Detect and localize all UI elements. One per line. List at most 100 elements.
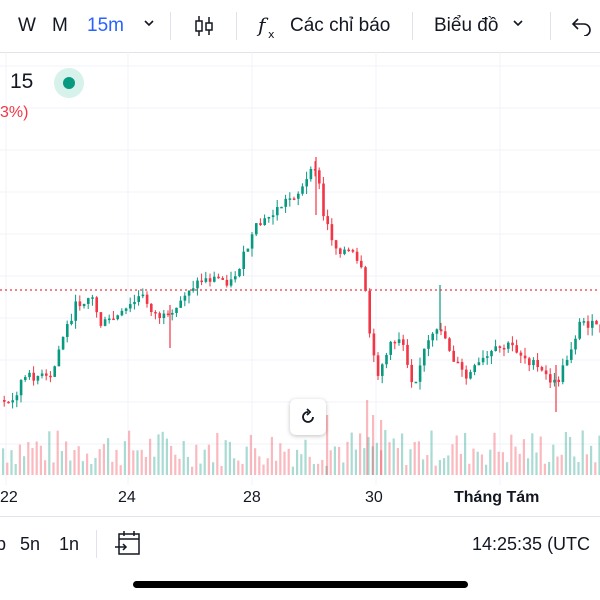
go-to-date-icon[interactable] [114, 531, 142, 557]
toolbar-divider [550, 12, 551, 40]
volume-bar [401, 433, 404, 475]
volume-bar [422, 459, 425, 475]
volume-bar [186, 456, 189, 475]
range-button[interactable]: p [0, 534, 7, 554]
candle-body [389, 341, 392, 355]
candle-body [154, 311, 157, 314]
chart-type-button[interactable]: Biểu đồ [434, 15, 499, 36]
volume-bar [262, 464, 265, 475]
candle-body [553, 379, 556, 383]
candle-body [515, 345, 518, 353]
volume-bar [60, 451, 63, 475]
candle-body [502, 347, 506, 350]
x-tick-label: Tháng Tám [454, 489, 540, 506]
candle-body [66, 324, 69, 337]
candle-body [108, 318, 111, 321]
volume-bar [275, 460, 278, 475]
candlestick-icon[interactable] [192, 14, 216, 38]
svg-text:x: x [268, 28, 275, 41]
candle-body [292, 198, 296, 200]
candle-body [70, 320, 73, 325]
volume-bar [585, 454, 588, 475]
candle-body [112, 318, 115, 321]
candle-body [334, 240, 338, 249]
candle-body [49, 375, 52, 378]
candle-body [431, 333, 434, 341]
candle-body [87, 298, 90, 304]
candle-body [129, 304, 132, 309]
candle-body [326, 216, 329, 225]
volume-bar [501, 452, 504, 475]
function-fx-icon[interactable]: f x [256, 13, 282, 41]
candle-body [288, 198, 292, 200]
candle-body [15, 395, 19, 401]
volume-bar [233, 458, 236, 475]
candle-body [28, 372, 31, 378]
candle-body [435, 329, 439, 334]
candle-body [162, 313, 166, 319]
range-button-5n[interactable]: 5n [20, 534, 41, 554]
candle-body [586, 321, 590, 328]
candle-body [473, 365, 476, 373]
interval-15m-button[interactable]: 15m [87, 15, 124, 36]
candle-body [406, 344, 409, 365]
legend-price: 15 [10, 70, 34, 93]
volume-bar [451, 444, 454, 475]
candle-body [368, 290, 371, 334]
volume-bar [510, 434, 513, 475]
candle-body [234, 276, 237, 280]
candle-body [397, 339, 401, 343]
candle-body [238, 269, 241, 277]
candle-body [187, 290, 191, 296]
volume-bar [564, 432, 567, 475]
volume-bar [98, 449, 101, 475]
volume-bar [573, 456, 576, 475]
interval-month-button[interactable]: M [52, 15, 68, 36]
candle-body [133, 301, 136, 305]
market-status-dot [54, 68, 84, 98]
candle-body [116, 315, 119, 320]
candle-body [120, 310, 124, 316]
price-chart[interactable] [0, 52, 600, 485]
candle-body [36, 375, 40, 381]
candle-body [376, 355, 380, 376]
candle-body [439, 329, 443, 332]
candle-body [511, 342, 514, 346]
candle-body [221, 278, 224, 280]
volume-bar [476, 451, 479, 475]
volume-bar [468, 463, 471, 475]
volume-bar [283, 451, 286, 475]
chevron-down-icon[interactable] [144, 18, 154, 28]
interval-week-button[interactable]: W [18, 15, 36, 36]
candle-body [196, 280, 199, 289]
volume-bar [342, 462, 345, 475]
volume-bar [308, 456, 311, 475]
volume-bar [228, 441, 231, 475]
undo-icon[interactable] [570, 16, 592, 36]
volume-bar [417, 441, 420, 475]
toolbar-divider [96, 530, 97, 558]
volume-bar [384, 430, 387, 475]
volume-bar [279, 443, 282, 475]
volume-bar [165, 438, 168, 475]
volume-bar [115, 449, 118, 475]
indicators-button[interactable]: Các chỉ báo [290, 15, 391, 36]
candle-body [595, 320, 598, 325]
reset-chart-button[interactable] [290, 399, 326, 435]
range-button-1n[interactable]: 1n [59, 534, 80, 554]
candle-body [360, 260, 363, 268]
candle-body [528, 358, 531, 366]
volume-bar [270, 436, 273, 475]
volume-bar [581, 430, 584, 475]
candle-body [557, 379, 560, 382]
toolbar-divider [170, 12, 171, 40]
x-tick-label: 22 [0, 489, 18, 506]
candle-body [175, 307, 178, 314]
volume-bar [182, 440, 185, 475]
volume-bar [241, 463, 244, 475]
chevron-down-icon[interactable] [513, 18, 523, 28]
volume-bar [52, 462, 55, 475]
candle-body [490, 351, 493, 357]
volume-bar [153, 456, 156, 475]
candle-body [61, 336, 65, 350]
